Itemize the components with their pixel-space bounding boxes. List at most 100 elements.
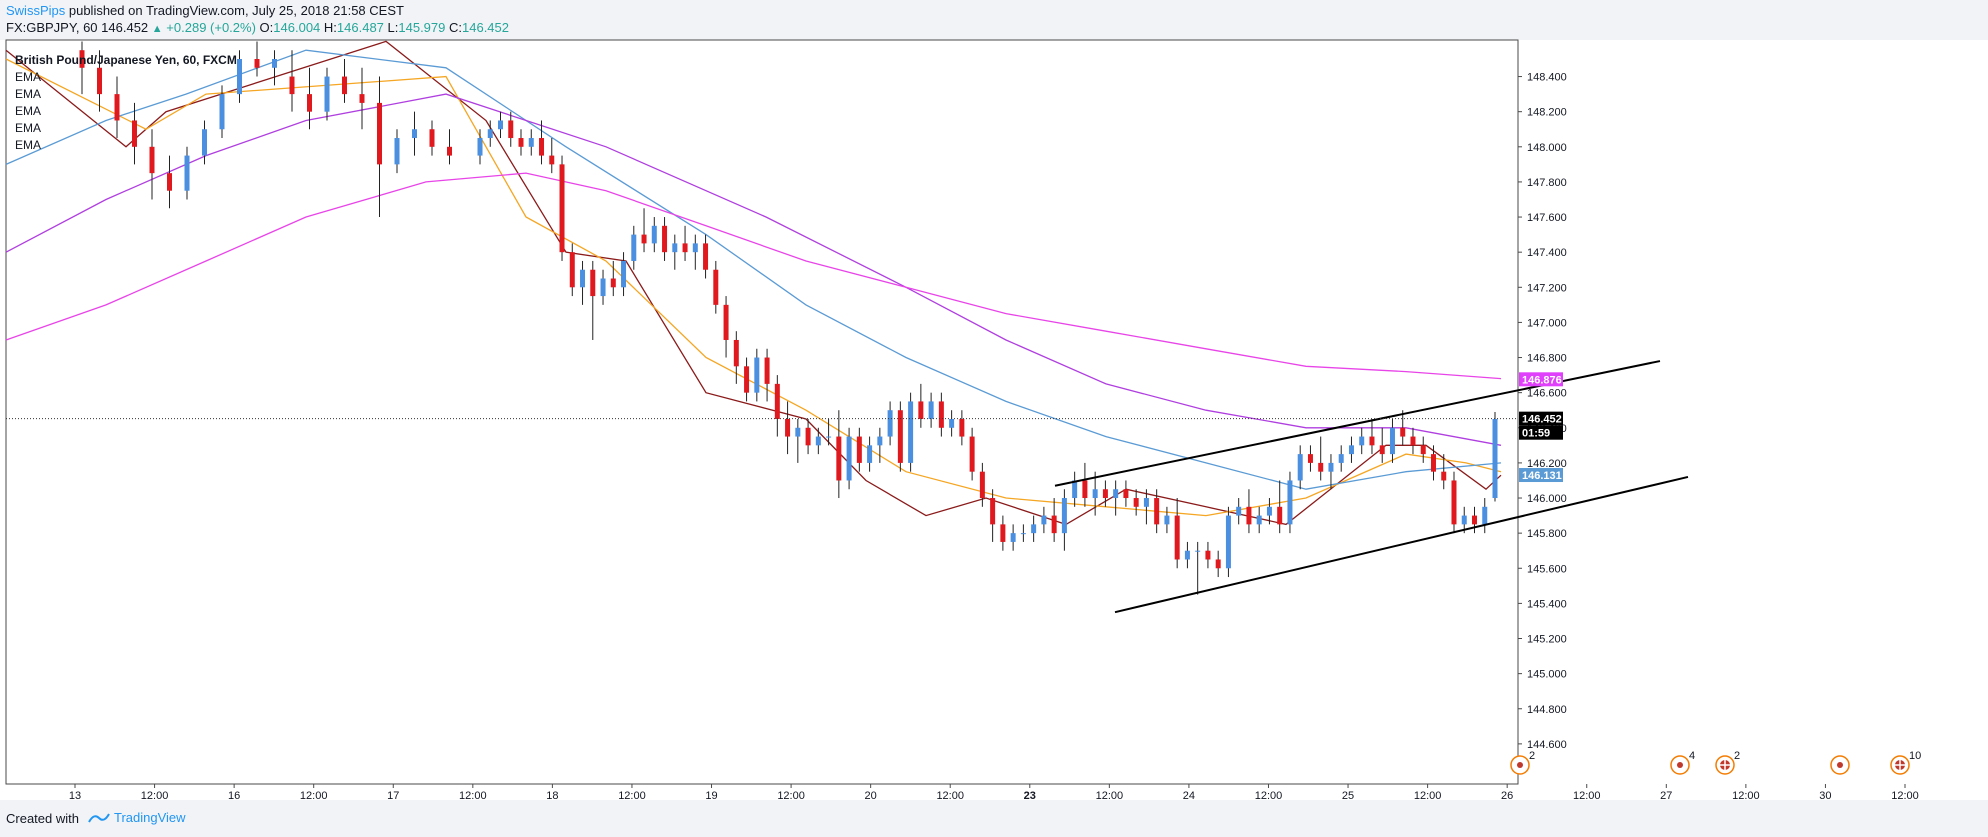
ema-line-5	[5, 172, 1502, 380]
price-tick-label: 148.200	[1527, 107, 1567, 119]
candle	[1092, 489, 1098, 499]
candle	[928, 401, 934, 419]
price-tag-label: 146.876	[1522, 374, 1562, 386]
candle	[1133, 498, 1139, 507]
candle	[237, 59, 242, 95]
time-tick-label: 13	[69, 790, 81, 802]
candle	[1123, 489, 1129, 499]
candle	[498, 120, 504, 130]
up-arrow-icon: ▲	[151, 23, 163, 35]
candle	[447, 146, 452, 156]
candle	[1471, 515, 1477, 525]
candle	[1277, 506, 1283, 525]
candle	[631, 234, 637, 261]
candle	[785, 419, 791, 437]
candle	[1041, 515, 1047, 525]
candle	[342, 76, 347, 95]
candle	[539, 138, 545, 156]
candle	[877, 436, 883, 446]
candle	[1031, 524, 1037, 534]
candle	[887, 410, 893, 437]
candle	[1143, 498, 1149, 507]
candle	[754, 357, 760, 393]
tradingview-link[interactable]: TradingView	[88, 810, 186, 825]
event-count: 4	[1689, 750, 1695, 762]
publish-line: SwissPips published on TradingView.com, …	[6, 3, 404, 18]
time-tick-label: 16	[228, 790, 240, 802]
price-tick-label: 146.800	[1527, 353, 1567, 365]
tradingview-logo-icon	[88, 812, 110, 823]
candle	[610, 278, 616, 288]
ema-line-1	[5, 40, 1502, 526]
time-tick-label: 12:00	[1414, 790, 1442, 802]
footer: Created with TradingView	[0, 800, 1988, 837]
event-count: 2	[1529, 750, 1535, 762]
price-tick-label: 147.400	[1527, 247, 1567, 259]
tradingview-brand: TradingView	[114, 810, 186, 825]
legend-ema-5[interactable]: EMA	[15, 138, 42, 152]
price-tick-label: 147.800	[1527, 177, 1567, 189]
candle	[990, 498, 996, 525]
time-tick-label: 12:00	[1096, 790, 1124, 802]
candle	[1256, 515, 1262, 525]
candle	[307, 94, 312, 112]
time-tick-label: 30	[1819, 790, 1831, 802]
candle	[1328, 462, 1334, 472]
candle	[477, 138, 483, 156]
candle	[1266, 506, 1272, 516]
price-tick-label: 147.000	[1527, 317, 1567, 329]
candle	[1164, 515, 1170, 525]
candle	[662, 225, 668, 253]
time-tick-label: 12:00	[618, 790, 646, 802]
legend-title: British Pound/Japanese Yen, 60, FXCM	[15, 53, 237, 67]
candle	[949, 419, 955, 428]
candle	[826, 436, 832, 438]
time-tick-label: 12:00	[1732, 790, 1760, 802]
open-value: 146.004	[273, 20, 321, 35]
legend-ema-1[interactable]: EMA	[15, 70, 42, 84]
legend-ema-4[interactable]: EMA	[15, 121, 42, 135]
price-tags: 146.876 146.452 01:59 146.131	[1519, 372, 1563, 483]
candle	[559, 164, 565, 253]
candle	[682, 243, 688, 253]
candle	[1482, 506, 1488, 525]
published-text: published on TradingView.com, July 25, 2…	[65, 3, 404, 18]
price-tag	[1519, 411, 1563, 426]
author-link[interactable]: SwissPips	[6, 3, 66, 18]
last-price: 146.452	[101, 20, 149, 35]
time-tick-label: 12:00	[1255, 790, 1283, 802]
candle	[254, 59, 260, 68]
price-tick-label: 148.000	[1527, 142, 1567, 154]
change-value: +0.289 (+0.2%)	[166, 20, 256, 35]
candle	[600, 278, 606, 297]
time-axis: 13 12:00 16 12:00 17 12:00 18 12:00 19 12:00 20 12:…	[69, 784, 1919, 802]
legend-ema-2[interactable]: EMA	[15, 87, 42, 101]
chart-frame	[5, 39, 1519, 785]
candle	[518, 138, 524, 147]
price-tick-label: 145.800	[1527, 528, 1567, 540]
price-tick-label: 147.200	[1527, 282, 1567, 294]
candle	[969, 436, 975, 472]
price-tag	[1519, 425, 1563, 440]
candle	[764, 357, 770, 384]
time-tick-label: 12:00	[1891, 790, 1919, 802]
price-tag	[1519, 468, 1563, 483]
ema-line-3	[5, 49, 1502, 490]
candle	[1174, 515, 1180, 560]
candle	[132, 120, 137, 147]
candle	[1369, 436, 1375, 446]
candle	[692, 243, 698, 253]
candle	[1205, 550, 1211, 560]
candle	[897, 410, 903, 463]
candle	[1441, 471, 1447, 481]
candle	[1307, 454, 1313, 463]
symbol-label: FX:GBPJPY, 60	[6, 20, 98, 35]
time-tick-label: 25	[1342, 790, 1354, 802]
candle	[528, 138, 534, 147]
ohlc-line: FX:GBPJPY, 60 146.452 ▲ +0.289 (+0.2%) O…	[6, 20, 509, 35]
legend-ema-3[interactable]: EMA	[15, 104, 42, 118]
candle	[412, 129, 417, 139]
candle	[1215, 559, 1221, 569]
candle	[918, 401, 924, 419]
